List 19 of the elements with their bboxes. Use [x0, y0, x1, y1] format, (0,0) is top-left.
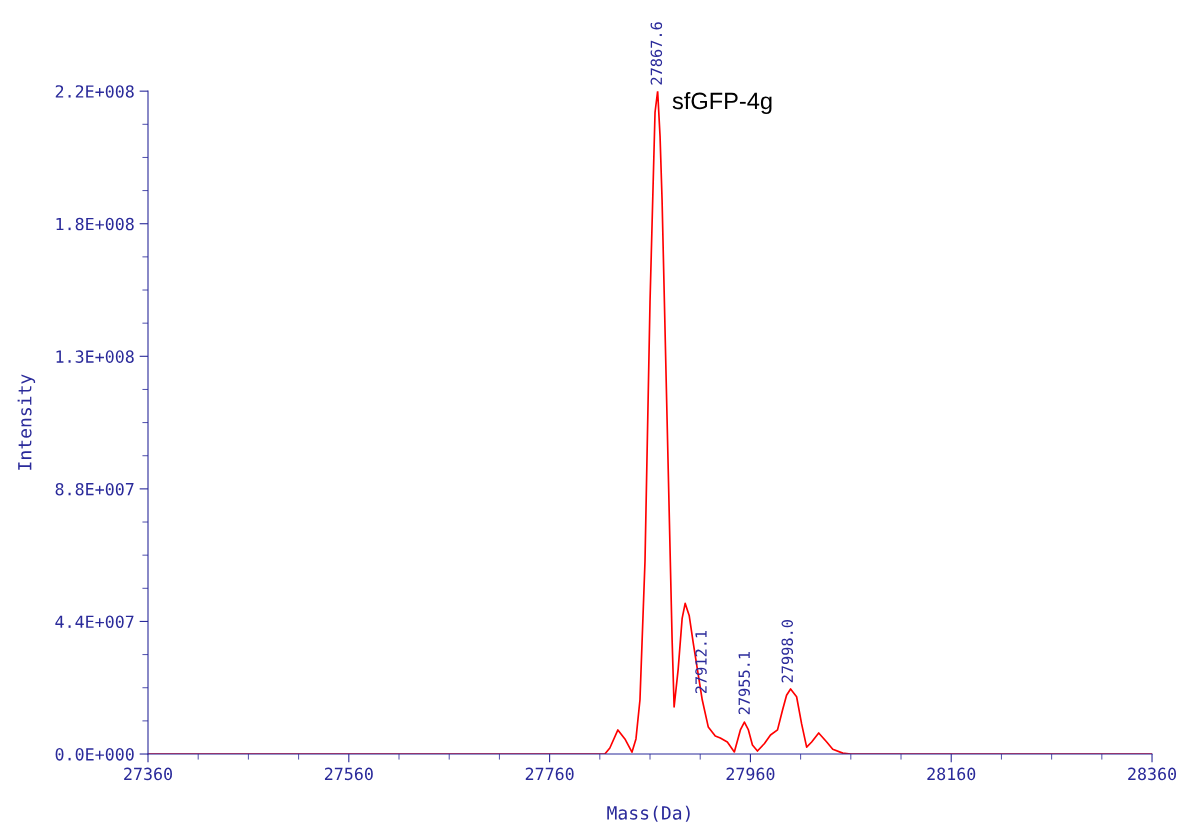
annotation: 27867.6: [650, 22, 663, 85]
x-axis-title: Mass(Da): [607, 805, 690, 822]
y-tick-label: 0.0E+000: [55, 748, 134, 761]
x-tick-label: 27760: [525, 767, 574, 781]
annotation: 27955.1: [738, 651, 750, 715]
x-tick-label: 28360: [1128, 767, 1177, 781]
y-tick-label: 1.8E+008: [56, 217, 134, 231]
x-tick-label: 28160: [927, 767, 976, 781]
y-tick-label: 2.2E+008: [55, 85, 134, 98]
annotation: 27998.0: [781, 619, 794, 683]
x-tick-label: 27360: [124, 767, 173, 781]
annotation: 27912.1: [695, 630, 707, 694]
y-tick-label: 8.8E+007: [55, 482, 134, 496]
x-tick-label: 27960: [726, 767, 775, 781]
y-tick-label: 4.4E+007: [55, 615, 134, 629]
y-tick-label: 1.3E+008: [56, 350, 134, 363]
annotation: sfGFP-4g: [672, 92, 772, 114]
y-axis-title: Intensity: [17, 374, 36, 470]
x-tick-label: 27560: [324, 767, 373, 781]
